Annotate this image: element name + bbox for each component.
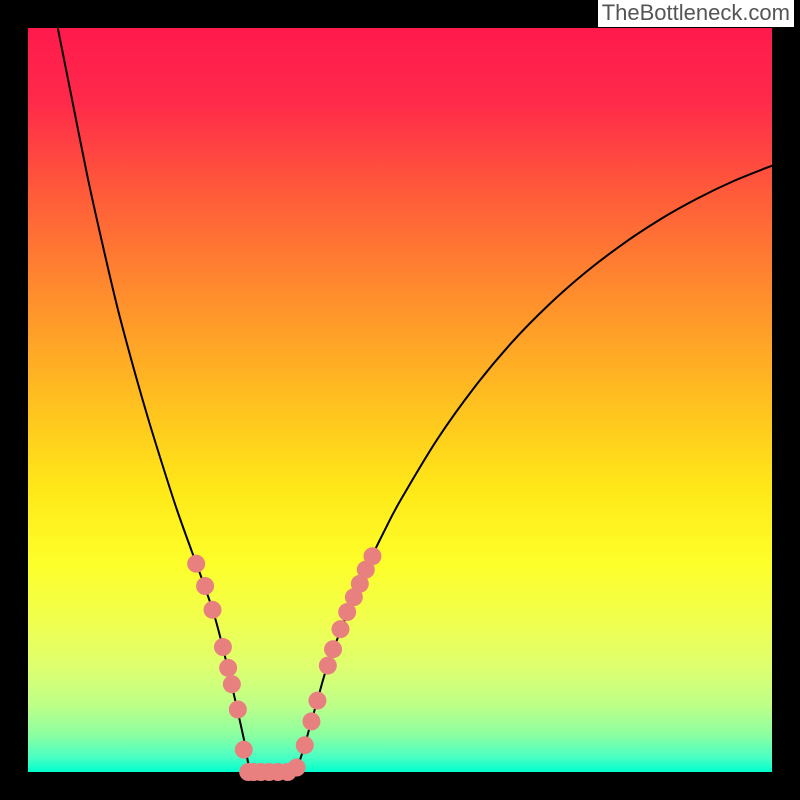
chart-svg-overlay — [28, 28, 772, 772]
data-marker — [229, 701, 247, 719]
data-marker — [302, 712, 320, 730]
data-marker — [296, 736, 314, 754]
plot-area — [28, 28, 772, 772]
data-marker — [235, 741, 253, 759]
data-marker — [331, 620, 349, 638]
data-marker — [219, 659, 237, 677]
bottleneck-curve — [58, 28, 772, 774]
chart-container: TheBottleneck.com — [0, 0, 800, 800]
data-marker — [214, 638, 232, 656]
data-markers — [187, 547, 381, 781]
data-marker — [204, 601, 222, 619]
watermark-text: TheBottleneck.com — [598, 0, 794, 27]
data-marker — [363, 547, 381, 565]
data-marker — [319, 657, 337, 675]
data-marker — [288, 759, 306, 777]
data-marker — [187, 555, 205, 573]
data-marker — [196, 577, 214, 595]
data-marker — [223, 675, 241, 693]
data-marker — [308, 692, 326, 710]
data-marker — [324, 640, 342, 658]
